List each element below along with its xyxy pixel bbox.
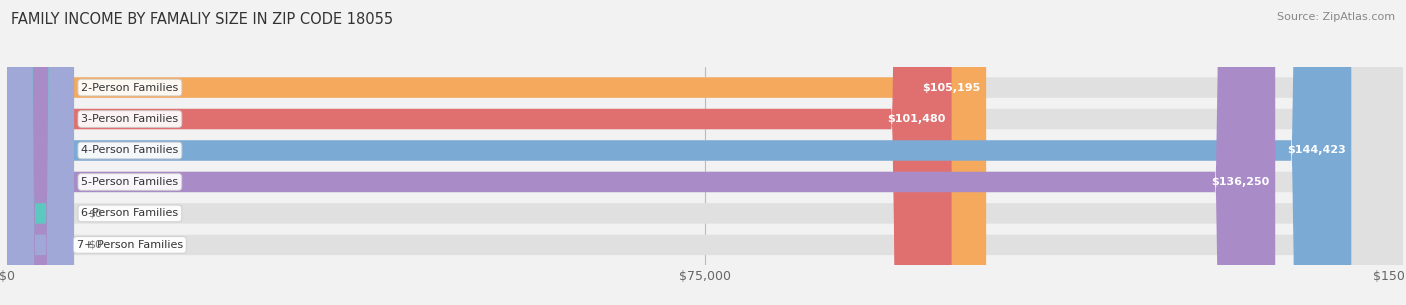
FancyBboxPatch shape [7, 0, 1403, 305]
Text: $136,250: $136,250 [1212, 177, 1270, 187]
FancyBboxPatch shape [7, 0, 75, 305]
FancyBboxPatch shape [7, 0, 1351, 305]
FancyBboxPatch shape [7, 0, 75, 305]
Text: 7+ Person Families: 7+ Person Families [77, 240, 183, 250]
FancyBboxPatch shape [7, 0, 1403, 305]
FancyBboxPatch shape [7, 0, 1275, 305]
FancyBboxPatch shape [7, 0, 1403, 305]
FancyBboxPatch shape [7, 0, 1403, 305]
Text: $144,423: $144,423 [1286, 145, 1346, 156]
Text: 5-Person Families: 5-Person Families [82, 177, 179, 187]
Text: 4-Person Families: 4-Person Families [82, 145, 179, 156]
Text: $0: $0 [89, 240, 103, 250]
Text: $105,195: $105,195 [922, 83, 980, 92]
Text: 6-Person Families: 6-Person Families [82, 208, 179, 218]
FancyBboxPatch shape [7, 0, 986, 305]
FancyBboxPatch shape [7, 0, 952, 305]
Text: $0: $0 [89, 208, 103, 218]
FancyBboxPatch shape [7, 0, 1403, 305]
Text: 3-Person Families: 3-Person Families [82, 114, 179, 124]
FancyBboxPatch shape [7, 0, 1403, 305]
Text: 2-Person Families: 2-Person Families [82, 83, 179, 92]
Text: FAMILY INCOME BY FAMALIY SIZE IN ZIP CODE 18055: FAMILY INCOME BY FAMALIY SIZE IN ZIP COD… [11, 12, 394, 27]
Text: $101,480: $101,480 [887, 114, 946, 124]
Text: Source: ZipAtlas.com: Source: ZipAtlas.com [1277, 12, 1395, 22]
